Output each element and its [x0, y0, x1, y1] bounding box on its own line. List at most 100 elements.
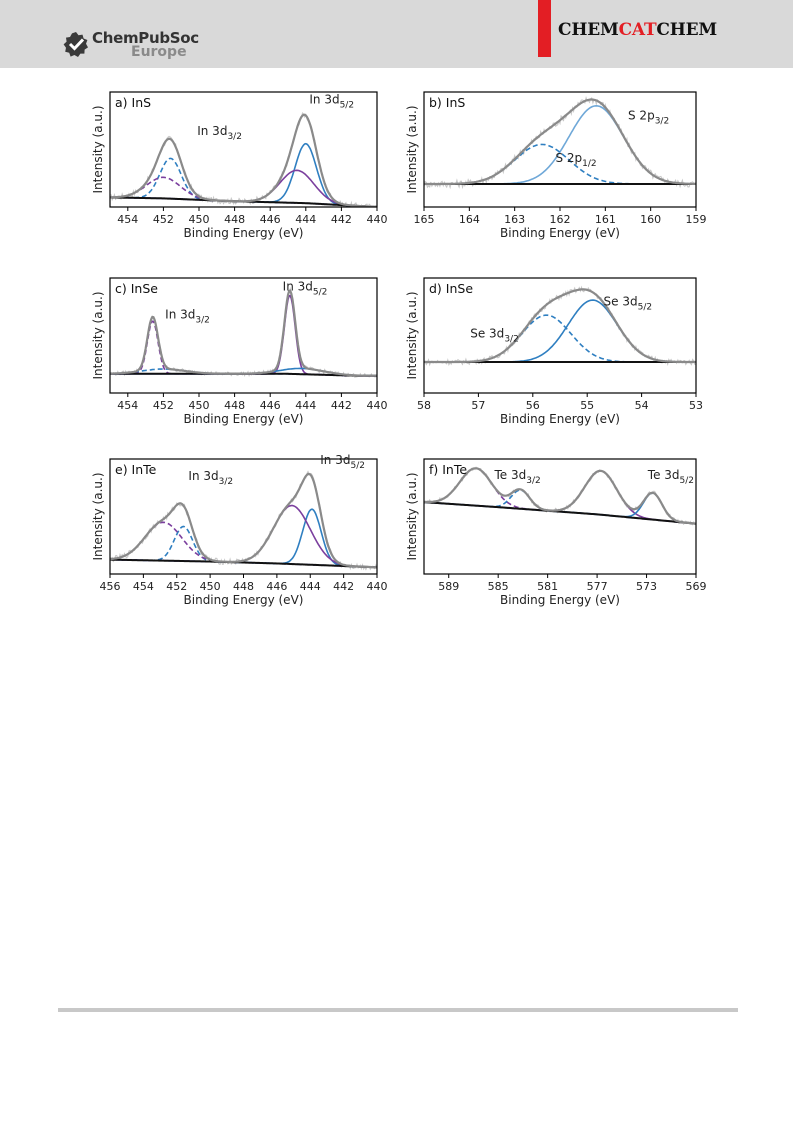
peak-annotation: S 2p1/2 — [555, 151, 596, 169]
x-tick-label: 442 — [331, 213, 352, 226]
y-axis-label: Intensity (a.u.) — [405, 292, 419, 380]
journal-title: CHEMCATCHEM — [558, 20, 717, 40]
x-axis-label: Binding Energy (eV) — [500, 412, 620, 426]
x-tick-label: 440 — [367, 399, 388, 412]
peak-annotation: In 3d3/2 — [197, 124, 242, 142]
x-tick-label: 160 — [640, 213, 661, 226]
peak-annotation: Se 3d3/2 — [470, 326, 519, 344]
x-tick-label: 446 — [260, 213, 281, 226]
x-tick-label: 444 — [295, 399, 316, 412]
x-tick-label: 569 — [686, 580, 707, 593]
x-tick-label: 454 — [133, 580, 154, 593]
y-axis-label: Intensity (a.u.) — [91, 473, 105, 561]
fit-component-2 — [424, 314, 696, 363]
x-tick-label: 452 — [166, 580, 187, 593]
fit-component-4 — [110, 504, 377, 569]
header-red-stripe — [538, 0, 551, 57]
x-tick-label: 448 — [224, 399, 245, 412]
x-axis-label: Binding Energy (eV) — [184, 226, 304, 240]
raw-data-trace — [110, 470, 377, 571]
x-tick-label: 454 — [117, 213, 138, 226]
x-tick-label: 452 — [153, 399, 174, 412]
peak-annotation: Te 3d3/2 — [493, 468, 540, 486]
x-tick-label: 573 — [636, 580, 657, 593]
x-tick-label: 581 — [537, 580, 558, 593]
peak-annotation: Se 3d5/2 — [604, 294, 653, 312]
x-tick-label: 165 — [414, 213, 435, 226]
x-tick-label: 54 — [635, 399, 649, 412]
fit-component-1 — [110, 320, 377, 377]
fit-component-2 — [110, 368, 377, 377]
xps-panel-a: 454 452 450 448 446 444 442 440 Binding Energy (… — [91, 91, 388, 240]
fit-component-3 — [110, 508, 377, 569]
x-tick-label: 56 — [526, 399, 540, 412]
raw-data-trace — [424, 285, 696, 367]
envelope-fit — [424, 467, 696, 525]
x-axis-label: Binding Energy (eV) — [500, 593, 620, 607]
background-line — [424, 501, 696, 525]
xps-panel-b: 165 164 163 162 161 160 159 Binding Energy (eV)… — [405, 91, 707, 240]
x-tick-label: 450 — [189, 213, 210, 226]
x-tick-label: 448 — [233, 580, 254, 593]
raw-data-trace — [110, 112, 377, 207]
background-line — [110, 558, 377, 569]
xps-panel-d: 58 57 56 55 54 53 Binding Energy (eV) Intensity… — [405, 277, 703, 426]
x-tick-label: 57 — [471, 399, 485, 412]
xps-panel-c: 454 452 450 448 446 444 442 440 Binding Energy (… — [91, 277, 388, 426]
panel-label: d) InSe — [429, 281, 473, 296]
peak-annotation: In 3d5/2 — [283, 279, 328, 297]
journal-title-left: CHEM — [558, 20, 619, 40]
peak-annotation: In 3d3/2 — [188, 469, 233, 487]
x-tick-label: 454 — [117, 399, 138, 412]
peak-annotation: Te 3d5/2 — [647, 468, 694, 486]
xps-panel-e: 456 454 452 450 448 446 444 442 440 Binding Energ… — [91, 453, 388, 607]
x-tick-label: 162 — [550, 213, 571, 226]
x-tick-label: 53 — [689, 399, 703, 412]
plot-frame — [109, 277, 378, 394]
y-axis-label: Intensity (a.u.) — [91, 106, 105, 194]
plot-frame — [423, 277, 697, 394]
x-tick-label: 444 — [300, 580, 321, 593]
plot-frame — [423, 458, 697, 575]
x-tick-label: 159 — [686, 213, 707, 226]
envelope-fit — [110, 289, 377, 377]
x-tick-label: 164 — [459, 213, 480, 226]
publisher-region: Europe — [131, 44, 187, 60]
raw-data-trace — [110, 286, 377, 378]
x-tick-label: 450 — [200, 580, 221, 593]
x-tick-label: 55 — [580, 399, 594, 412]
y-axis-label: Intensity (a.u.) — [405, 106, 419, 194]
x-tick-label: 440 — [367, 213, 388, 226]
x-axis-label: Binding Energy (eV) — [500, 226, 620, 240]
panel-label: b) InS — [429, 95, 465, 110]
envelope-fit — [110, 472, 377, 569]
envelope-fit — [110, 113, 377, 207]
journal-title-middle: CAT — [618, 20, 657, 40]
x-tick-label: 448 — [224, 213, 245, 226]
peak-annotation: S 2p3/2 — [628, 109, 669, 127]
raw-data-trace — [424, 95, 696, 190]
fit-component-1 — [424, 299, 696, 363]
x-tick-label: 585 — [488, 580, 509, 593]
x-tick-label: 577 — [587, 580, 608, 593]
envelope-fit — [424, 98, 696, 186]
journal-header: ChemPubSoc Europe CHEMCATCHEM — [0, 0, 793, 68]
x-tick-label: 442 — [331, 399, 352, 412]
y-axis-label: Intensity (a.u.) — [91, 292, 105, 380]
x-tick-label: 163 — [504, 213, 525, 226]
plot-frame — [109, 91, 378, 208]
x-axis-label: Binding Energy (eV) — [184, 593, 304, 607]
xps-panel-f: 589 585 581 577 573 569 Binding Energy (eV) Int… — [405, 458, 707, 607]
panel-label: f) InTe — [429, 462, 467, 477]
x-tick-label: 456 — [100, 580, 121, 593]
x-tick-label: 450 — [189, 399, 210, 412]
x-tick-label: 442 — [333, 580, 354, 593]
peak-annotation: In 3d3/2 — [165, 307, 210, 325]
footer-divider — [58, 1008, 738, 1012]
x-tick-label: 452 — [153, 213, 174, 226]
panel-label: a) InS — [115, 95, 151, 110]
x-tick-label: 446 — [266, 580, 287, 593]
chempubsoc-badge-icon — [63, 32, 88, 57]
x-tick-label: 446 — [260, 399, 281, 412]
x-tick-label: 440 — [367, 580, 388, 593]
